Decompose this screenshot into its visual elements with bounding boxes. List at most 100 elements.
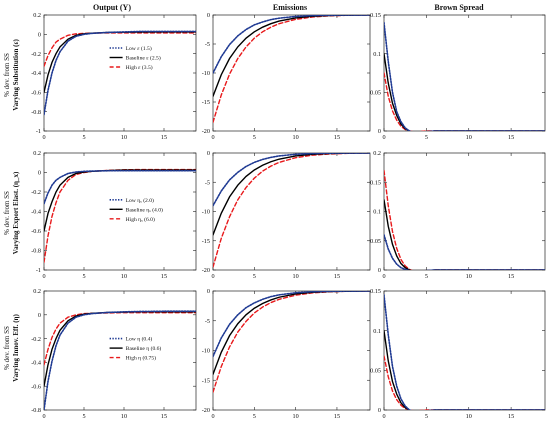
- plot-frame: [383, 14, 546, 132]
- xtick-label: 0: [382, 273, 385, 280]
- xtick-label: 10: [293, 134, 299, 141]
- ytick-label: -0.2: [31, 189, 41, 196]
- xtick-label: 0: [211, 273, 214, 280]
- series-line-low: [384, 294, 545, 410]
- ytick-label: 0: [38, 170, 41, 177]
- ytick-label: 0.15: [370, 179, 381, 186]
- legend-label-low: Low ηₓ (2.0): [126, 197, 154, 204]
- series-line-high: [384, 169, 545, 270]
- ytick-label: -0.8: [31, 407, 41, 414]
- ytick-label: -0.2: [31, 336, 41, 343]
- ytick-label: 0: [378, 128, 381, 135]
- legend-label-baseline: Baseline ηₓ (4.0): [126, 206, 163, 213]
- row-ylabel-2-line1: % dev. from SS: [3, 191, 11, 235]
- legend-label-baseline: Baseline η (0.6): [126, 345, 162, 352]
- series-line-low: [44, 169, 196, 205]
- ytick-label: 0.2: [33, 12, 41, 19]
- plot-frame: [43, 290, 197, 411]
- ytick-label: -0.6: [31, 228, 41, 235]
- ytick-label: 0: [378, 407, 381, 414]
- legend-label-baseline: Baseline ε (2.5): [126, 55, 161, 62]
- xtick-label: 0: [42, 134, 45, 141]
- panel-r2c0: -0.8 -0.6 -0.4 -0.2 0 0.2 0 5 10 15 Low η (0.4) Bas…: [31, 288, 197, 420]
- xtick-label: 5: [82, 273, 85, 280]
- series-group: [384, 169, 545, 270]
- series-line-low: [213, 15, 370, 74]
- panel-r2c1: -20 -15 -10 -5 0 0 5 10 15: [202, 288, 371, 420]
- panel-r1c2: 0 0.05 0.1 0.15 0.2 0 5 10 15: [370, 150, 546, 280]
- ytick-label: 0.1: [373, 209, 381, 216]
- legend: Low ηₓ (2.0) Baseline ηₓ (4.0) High ηₓ (6.…: [109, 197, 163, 223]
- legend: Low η (0.4) Baseline η (0.6) High η (0.75): [109, 336, 162, 362]
- plot-frame: [43, 152, 197, 271]
- column-title-brown-spread: Brown Spread: [434, 3, 484, 12]
- ytick-label: 0: [38, 312, 41, 319]
- xtick-label: 10: [466, 134, 472, 141]
- ytick-label: 0.1: [373, 51, 381, 58]
- series-group: [384, 294, 545, 410]
- ytick-label: -15: [202, 99, 210, 106]
- plot-frame: [212, 14, 371, 132]
- ytick-label: -1: [36, 267, 41, 274]
- ytick-label: -20: [202, 128, 210, 135]
- xtick-label: 15: [161, 273, 167, 280]
- ytick-label: 0.2: [33, 288, 41, 295]
- plot-frame: [212, 152, 371, 271]
- series-group: [213, 15, 370, 123]
- ytick-label: 0: [38, 32, 41, 39]
- xtick-label: 5: [82, 413, 85, 420]
- ytick-label: 0: [207, 288, 210, 295]
- series-line-baseline: [384, 52, 545, 131]
- panels-group: -1 -0.8 -0.6 -0.4 -0.2 0 0.2 0 5 10 15 Low ε (1.5) B…: [31, 12, 546, 420]
- xtick-label: 15: [508, 273, 514, 280]
- ytick-label: -20: [202, 407, 210, 414]
- legend-label-high: High η (0.75): [126, 355, 157, 362]
- ytick-label: -5: [205, 41, 210, 48]
- series-group: [44, 310, 196, 410]
- xtick-label: 10: [121, 134, 127, 141]
- row-ylabel-1-line1: % dev. from SS: [3, 53, 11, 97]
- series-line-high: [44, 311, 196, 366]
- ytick-label: -0.6: [31, 90, 41, 97]
- series-line-high: [384, 72, 545, 131]
- panel-r1c0: -1 -0.8 -0.6 -0.4 -0.2 0 0.2 0 5 10 15 Low ηₓ (2.0)…: [31, 150, 197, 280]
- ytick-label: -15: [202, 377, 210, 384]
- series-group: [384, 21, 545, 131]
- row-ylabel-3-line2: Varying Innov. Eff. (η): [12, 313, 20, 381]
- xtick-label: 15: [334, 134, 340, 141]
- series-group: [44, 168, 196, 263]
- ytick-label: -15: [202, 238, 210, 245]
- ytick-label: 0.2: [373, 150, 381, 157]
- series-line-low: [44, 310, 196, 410]
- legend-label-low: Low ε (1.5): [126, 45, 152, 52]
- row-ylabel-1-line2: Varying Substitution (ε): [12, 39, 20, 111]
- xtick-label: 5: [82, 134, 85, 141]
- ytick-label: -0.4: [31, 360, 41, 367]
- ytick-label: 0.05: [370, 90, 381, 97]
- ytick-label: -0.4: [31, 209, 41, 216]
- ytick-label: -0.8: [31, 248, 41, 255]
- xtick-label: 15: [161, 134, 167, 141]
- xtick-label: 0: [42, 273, 45, 280]
- xtick-label: 5: [425, 134, 428, 141]
- series-line-low: [213, 291, 370, 358]
- ytick-label: -0.8: [31, 109, 41, 116]
- series-line-baseline: [384, 329, 545, 410]
- panel-r1c1: -20 -15 -10 -5 0 0 5 10 15: [202, 150, 371, 280]
- ytick-label: -0.4: [31, 70, 41, 77]
- plot-frame: [212, 290, 371, 411]
- xtick-label: 15: [508, 413, 514, 420]
- xtick-label: 0: [382, 134, 385, 141]
- row-ylabel-2-line2: Varying Export Elast. (η_x): [12, 171, 20, 254]
- ytick-label: -10: [202, 70, 210, 77]
- xtick-label: 0: [382, 413, 385, 420]
- legend-label-high: High ε (3.5): [126, 64, 153, 71]
- column-title-output: Output (Y): [93, 3, 131, 12]
- xtick-label: 10: [293, 273, 299, 280]
- xtick-label: 10: [293, 413, 299, 420]
- ytick-label: 0.15: [370, 288, 381, 295]
- xtick-label: 15: [161, 413, 167, 420]
- panel-r2c2: 0 0.05 0.1 0.15 0 5 10 15: [370, 288, 546, 420]
- xtick-label: 15: [334, 413, 340, 420]
- ytick-label: -10: [202, 209, 210, 216]
